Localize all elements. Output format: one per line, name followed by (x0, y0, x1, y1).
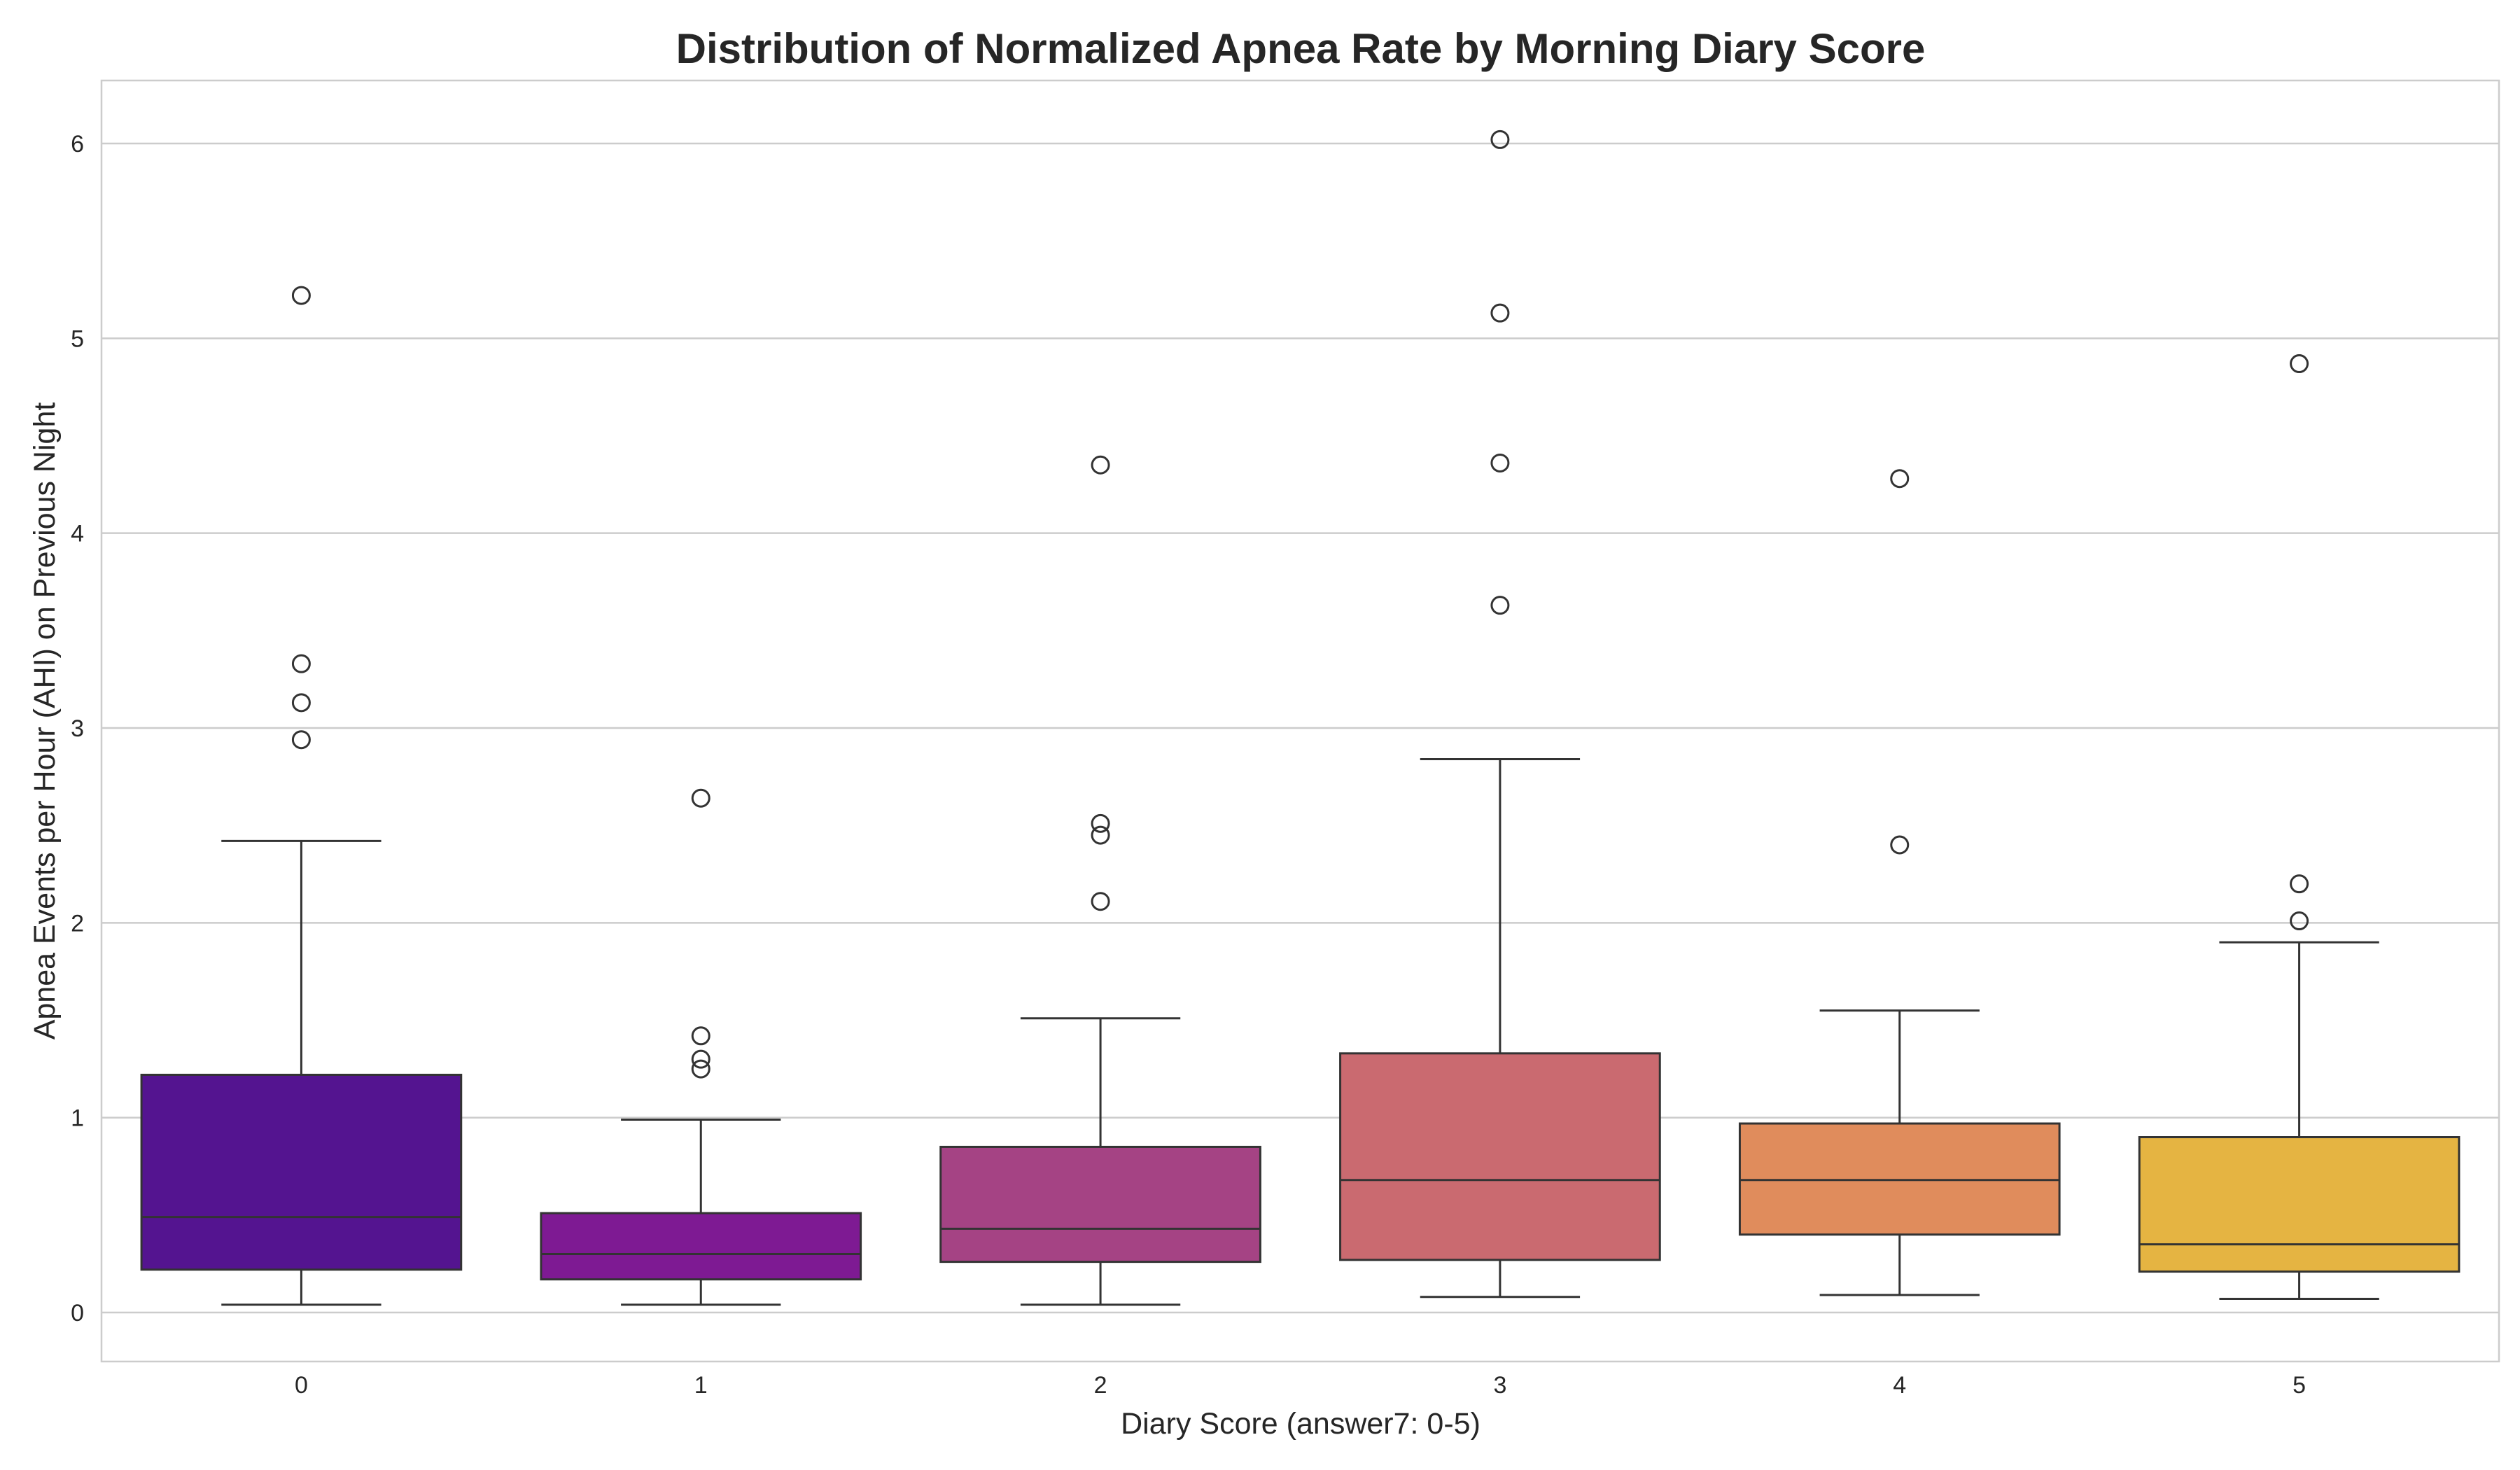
box-group-3 (1339, 130, 1661, 1298)
outlier-point (2290, 911, 2309, 931)
y-axis-label: Apnea Events per Hour (AHI) on Previous … (28, 402, 62, 1040)
outlier-point (691, 1049, 710, 1069)
x-tick-label: 1 (694, 1372, 708, 1399)
y-tick-label: 1 (71, 1105, 84, 1132)
box-group-4 (1738, 469, 2061, 1296)
outlier-point (2290, 874, 2309, 894)
outlier-point (291, 730, 311, 750)
x-tick-label: 0 (295, 1372, 308, 1399)
x-tick-label: 5 (2292, 1372, 2306, 1399)
y-tick-label: 3 (71, 715, 84, 742)
outlier-point (1890, 835, 1910, 855)
outlier-point (691, 1059, 710, 1079)
box-group-2 (939, 455, 1261, 1306)
box-group-5 (2138, 354, 2460, 1301)
outlier-point (1490, 596, 1510, 615)
iqr-box (1339, 1052, 1661, 1261)
plot-area-frame (100, 79, 2500, 1363)
x-tick-label: 2 (1094, 1372, 1107, 1399)
y-tick-label: 4 (71, 521, 84, 547)
outlier-point (1490, 453, 1510, 472)
outlier-point (291, 693, 311, 713)
y-tick-label: 2 (71, 910, 84, 937)
boxes-layer (140, 130, 2460, 1306)
box-group-1 (540, 788, 862, 1306)
outlier-point (2290, 354, 2309, 374)
box-group-0 (140, 286, 463, 1306)
chart-title: Distribution of Normalized Apnea Rate by… (676, 25, 1926, 72)
y-tick-label: 5 (71, 326, 84, 352)
gridlines (102, 142, 2499, 1314)
outlier-point (1091, 892, 1110, 911)
outlier-point (291, 286, 311, 305)
iqr-box (939, 1145, 1261, 1264)
outlier-point (1890, 469, 1910, 489)
iqr-box (2138, 1136, 2460, 1273)
y-tick-label: 0 (71, 1300, 84, 1326)
x-tick-label: 4 (1893, 1372, 1906, 1399)
x-tick-label: 3 (1493, 1372, 1506, 1399)
iqr-box (140, 1073, 463, 1271)
outlier-point (691, 788, 710, 808)
outlier-point (1091, 455, 1110, 475)
outlier-point (1091, 813, 1110, 833)
iqr-box (540, 1212, 862, 1281)
outlier-point (1091, 825, 1110, 845)
x-axis-label: Diary Score (answer7: 0-5) (1121, 1407, 1480, 1441)
outlier-point (291, 654, 311, 673)
outlier-point (691, 1026, 710, 1046)
outlier-point (1490, 303, 1510, 323)
y-tick-label: 6 (71, 131, 84, 158)
outlier-point (1490, 130, 1510, 149)
tick-labels: 0 1 2 3 4 5 6 0 1 2 3 4 5 (71, 131, 2306, 1399)
